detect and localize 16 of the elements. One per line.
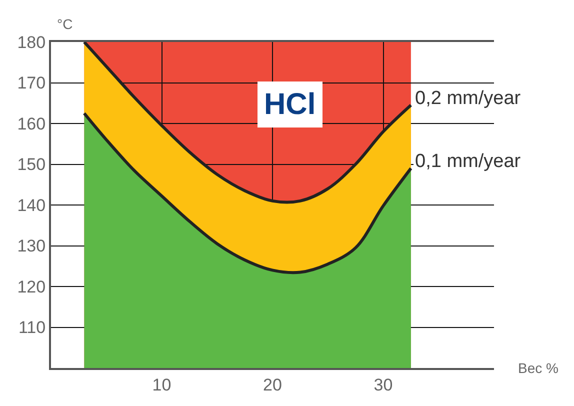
y-tick-label: 180 (17, 32, 46, 52)
series-label: 0,2 mm/year (415, 88, 522, 109)
y-tick-label: 150 (17, 155, 46, 174)
y-axis-title: °C (57, 16, 73, 32)
annotation: HCl (264, 88, 316, 121)
x-tick-label: 10 (152, 375, 172, 394)
y-tick-label: 120 (17, 277, 46, 296)
y-tick-label: 110 (18, 318, 46, 338)
y-tick-label: 130 (17, 236, 46, 256)
y-tick-label: 140 (17, 196, 46, 215)
x-tick-label: 30 (374, 375, 393, 394)
series-label: 0,1 mm/year (415, 151, 522, 172)
x-axis-title: Bec % (518, 360, 558, 376)
x-tick-label: 20 (263, 375, 282, 394)
y-tick-label: 170 (17, 74, 46, 93)
y-tick-label: 160 (17, 114, 46, 134)
